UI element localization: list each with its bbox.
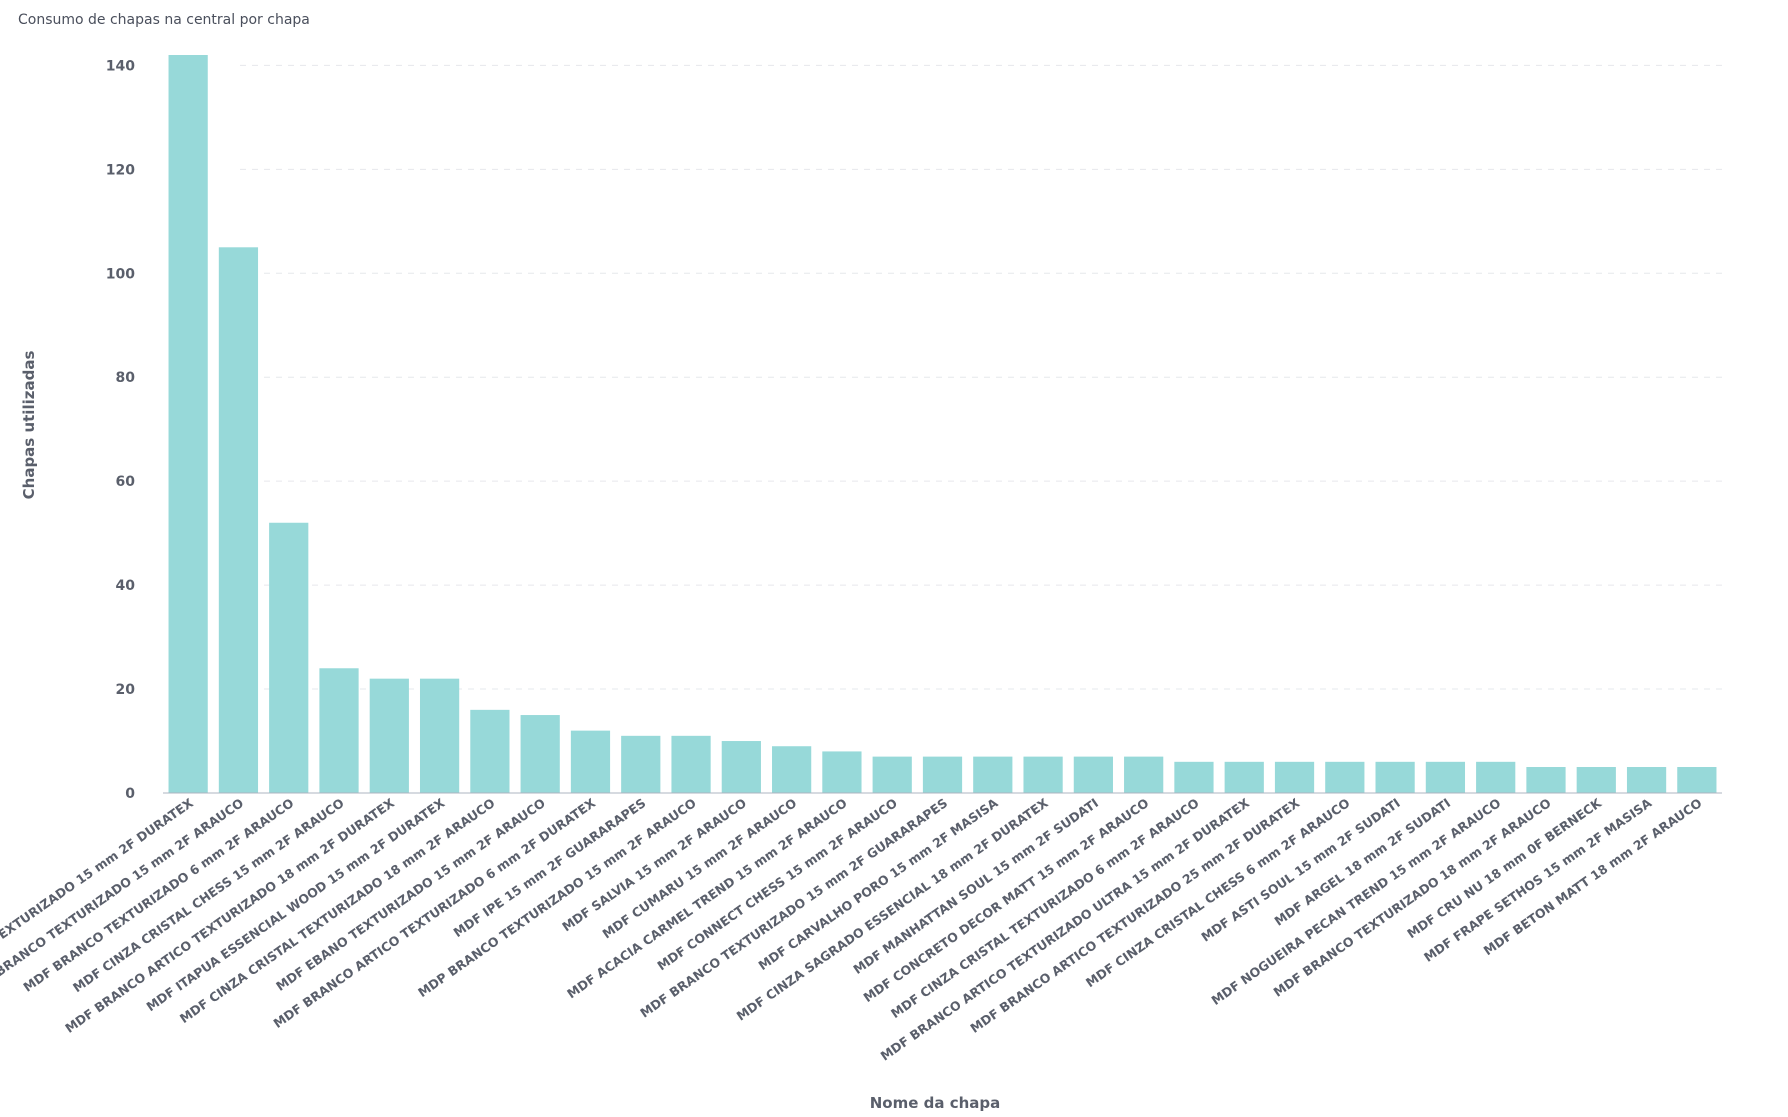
bar[interactable] — [822, 751, 862, 793]
bars — [168, 55, 1717, 793]
bar[interactable] — [1224, 761, 1264, 793]
bar[interactable] — [671, 735, 711, 793]
bar[interactable] — [1325, 761, 1365, 793]
y-tick-label: 80 — [116, 370, 136, 386]
bar[interactable] — [721, 741, 761, 793]
y-tick-label: 120 — [106, 162, 135, 178]
grid-lines — [240, 64, 1722, 690]
bar[interactable] — [1124, 756, 1164, 793]
x-tick-label: MDF BRANCO ARTICO TEXTURIZADO 18 mm 2F D… — [62, 795, 397, 1036]
bar[interactable] — [168, 55, 208, 793]
bar[interactable] — [1526, 767, 1566, 793]
bar[interactable] — [1073, 756, 1113, 793]
bar[interactable] — [772, 746, 812, 793]
x-tick-label: MDF BRANCO ARTICO TEXTURIZADO 25 mm 2F D… — [967, 795, 1302, 1036]
bar[interactable] — [1375, 761, 1415, 793]
y-tick-label: 20 — [116, 682, 136, 698]
y-axis-title: Chapas utilizadas — [20, 351, 38, 500]
bar[interactable] — [922, 756, 963, 793]
bar[interactable] — [973, 756, 1013, 793]
x-tick-label: MDF SALVIA 15 mm 2F ARAUCO — [559, 795, 749, 934]
x-axis-title: Nome da chapa — [870, 1094, 1001, 1112]
panel-title: Consumo de chapas na central por chapa — [18, 12, 310, 28]
bar[interactable] — [369, 678, 409, 793]
bar[interactable] — [218, 247, 259, 793]
bar[interactable] — [419, 678, 460, 793]
bar[interactable] — [1174, 761, 1214, 793]
y-tick-label: 40 — [116, 578, 136, 594]
bar[interactable] — [319, 668, 359, 793]
x-tick-label: MDF FRAPE SETHOS 15 mm 2F MASISA — [1421, 795, 1655, 965]
bar[interactable] — [1677, 767, 1717, 793]
y-tick-label: 0 — [125, 786, 135, 802]
bar[interactable] — [1425, 761, 1466, 793]
y-tick-label: 140 — [106, 58, 135, 74]
bar[interactable] — [872, 756, 912, 793]
bar[interactable] — [621, 735, 661, 793]
bar[interactable] — [1626, 767, 1667, 793]
bar[interactable] — [470, 709, 510, 793]
y-tick-label: 60 — [116, 474, 136, 490]
x-axis-ticks: MDF BRANCO TEXTURIZADO 15 mm 2F DURATEXM… — [0, 794, 1705, 1063]
bar[interactable] — [1476, 761, 1516, 793]
bar[interactable] — [520, 715, 560, 793]
y-tick-label: 100 — [106, 266, 135, 282]
y-axis-ticks: 0 20 40 60 80 100 120 140 — [106, 58, 135, 802]
bar[interactable] — [1576, 767, 1616, 793]
bar[interactable] — [570, 730, 611, 793]
bar[interactable] — [269, 522, 309, 793]
bar[interactable] — [1023, 756, 1063, 793]
bar[interactable] — [1274, 761, 1315, 793]
